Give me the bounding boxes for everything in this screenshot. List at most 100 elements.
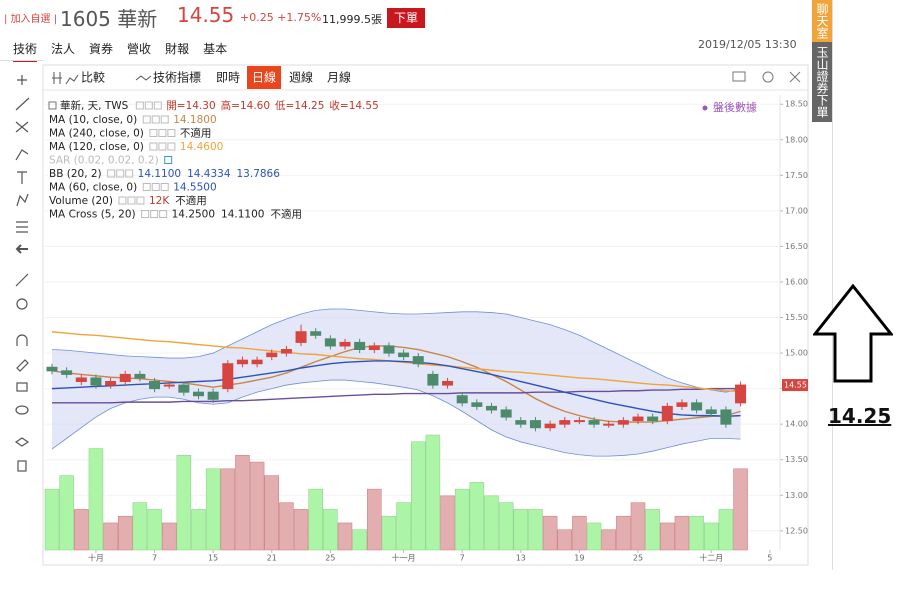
candle-body: [588, 420, 600, 425]
volume-bar: [88, 448, 104, 551]
volume-bar: [557, 529, 572, 551]
collapse-icon[interactable]: [48, 101, 57, 110]
after-hours[interactable]: 盤後數據: [713, 100, 757, 114]
legend-icon[interactable]: [160, 115, 169, 124]
toolbar-button[interactable]: 比較: [81, 70, 105, 85]
candle-body: [61, 370, 73, 375]
candle-body: [705, 409, 717, 414]
measure-icon[interactable]: [16, 221, 28, 233]
annotation: 14.25: [828, 404, 892, 428]
volume-bar: [498, 502, 514, 551]
toolbar-button[interactable]: 技術指標: [153, 70, 201, 85]
add-watchlist-text[interactable]: 加入自選: [10, 14, 51, 25]
legend-readout: 14.1100: [138, 168, 181, 180]
legend-icon[interactable]: [164, 156, 173, 164]
legend-icon[interactable]: [151, 115, 160, 124]
legend-icon[interactable]: [159, 210, 168, 218]
trash-icon[interactable]: [17, 460, 27, 472]
symbol-code: 1605: [60, 7, 111, 31]
volume-bar: [161, 522, 177, 551]
tab[interactable]: 法人: [51, 42, 76, 56]
legend-icon[interactable]: [158, 142, 167, 151]
tab[interactable]: 財報: [165, 42, 190, 56]
toolbar-icons[interactable]: [732, 71, 801, 83]
volume-bar: [59, 475, 74, 551]
text-icon[interactable]: [17, 171, 27, 184]
legend-icon[interactable]: [144, 101, 153, 110]
legend-icon[interactable]: [160, 183, 169, 191]
settings-icon[interactable]: [762, 71, 774, 83]
line-icon[interactable]: [15, 97, 30, 111]
legend-icon[interactable]: [116, 169, 125, 178]
broker-order[interactable]: 玉山證券下單: [812, 42, 832, 122]
legend-readout: 13.7866: [237, 168, 281, 180]
brush-icon[interactable]: [15, 149, 29, 161]
x-tick-label: 25: [633, 554, 643, 563]
zoom-icon[interactable]: [16, 298, 28, 310]
legend-icon[interactable]: [142, 183, 151, 191]
legend-icon[interactable]: [142, 115, 151, 124]
legend-icon[interactable]: [141, 210, 150, 218]
legend-icon[interactable]: [167, 129, 176, 137]
legend-icon[interactable]: [135, 101, 144, 110]
pattern-icon[interactable]: [16, 193, 29, 207]
legend-icon[interactable]: [136, 196, 145, 205]
tab[interactable]: 技術: [13, 42, 38, 62]
legend-readout: 14.1100: [221, 209, 264, 221]
legend-icon[interactable]: [118, 196, 127, 205]
candle-body: [661, 405, 673, 422]
legend-icon[interactable]: [125, 169, 134, 178]
camera-icon[interactable]: [732, 71, 746, 82]
legend-readout: 14.5500: [173, 182, 216, 194]
legend-icon[interactable]: [158, 129, 167, 137]
toolbar-button[interactable]: 週線: [289, 70, 313, 85]
legend-icon[interactable]: [151, 183, 160, 191]
eye-icon[interactable]: [15, 405, 29, 415]
toolbar-button[interactable]: 月線: [327, 70, 351, 85]
drawing-tools[interactable]: [14, 75, 30, 472]
y-tick-label: 16.00: [785, 277, 808, 286]
toolbar-button[interactable]: 日線: [252, 70, 276, 85]
x-tick-label: 19: [574, 554, 584, 563]
legend-icon[interactable]: [149, 129, 158, 137]
magnet-icon[interactable]: [16, 334, 28, 346]
legend-icon[interactable]: [150, 210, 159, 218]
back-icon[interactable]: [15, 244, 28, 254]
candle-body: [46, 366, 58, 372]
legend-icon[interactable]: [153, 101, 162, 110]
legend-readout: 14.1800: [173, 114, 216, 126]
legend-icon[interactable]: [167, 142, 176, 151]
tab[interactable]: 基本: [203, 42, 228, 56]
lock-pencil-icon[interactable]: [16, 359, 29, 372]
toolbar-icon: [135, 75, 152, 81]
fullscreen-icon[interactable]: [789, 71, 801, 83]
volume-bar: [469, 482, 485, 551]
volume-bar: [440, 495, 455, 551]
candle-body: [500, 409, 512, 418]
legend-icon[interactable]: [149, 142, 158, 151]
candle-body: [412, 356, 424, 365]
lock-icon[interactable]: [16, 382, 28, 392]
candle-body: [442, 381, 454, 386]
ma-line: [51, 360, 741, 418]
volume-bar: [601, 529, 616, 551]
ruler-icon[interactable]: [15, 273, 29, 287]
add-watchlist[interactable]: | 加入自選 |: [4, 14, 58, 25]
crosshair-icon[interactable]: [17, 75, 27, 85]
chat-room[interactable]: 聊天室: [812, 0, 832, 42]
volume-bar: [381, 515, 397, 551]
toolbar-button[interactable]: 即時: [216, 71, 240, 85]
divider: [0, 60, 43, 61]
order-button[interactable]: 下單: [387, 8, 425, 28]
fib-icon[interactable]: [15, 121, 29, 133]
legend-icon[interactable]: [127, 196, 136, 205]
candle-body: [398, 352, 410, 358]
candle-body: [178, 384, 190, 393]
tab[interactable]: 資券: [89, 42, 114, 56]
layers-icon[interactable]: [14, 437, 30, 447]
legend-icon[interactable]: [107, 169, 116, 178]
active-tab-bg: [247, 66, 281, 89]
volume: 11,999.5張: [322, 13, 382, 26]
candle-body: [559, 420, 571, 425]
tab[interactable]: 營收: [127, 42, 152, 56]
